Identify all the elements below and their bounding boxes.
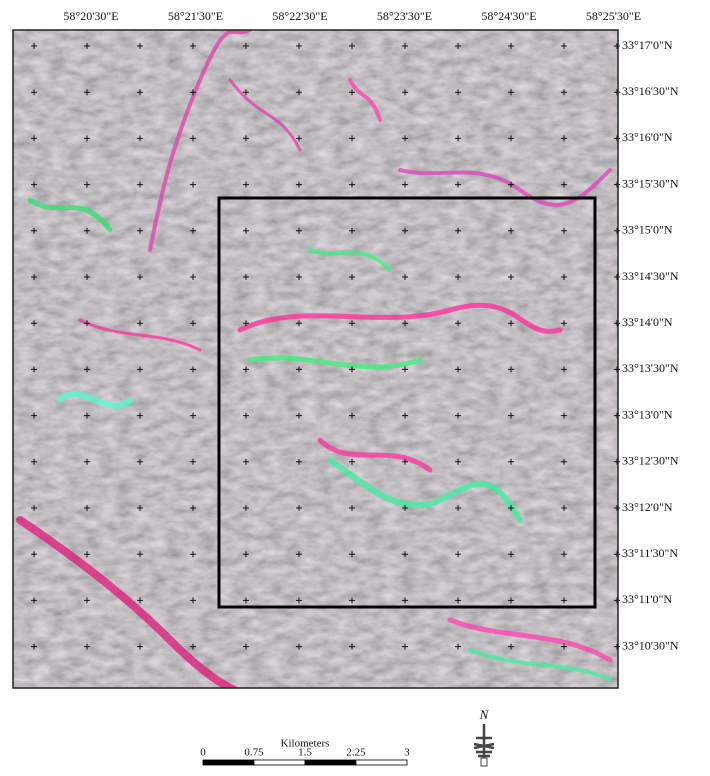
scale-segment (254, 760, 305, 765)
latitude-label: 33°16'30"N (622, 84, 679, 98)
scale-tick-label: 0 (200, 747, 206, 759)
latitude-label: 33°13'30"N (622, 361, 679, 375)
imagery (13, 30, 618, 700)
latitude-label: 33°16'0"N (622, 130, 673, 144)
longitude-label: 58°24'30"E (481, 9, 536, 23)
latitude-label: 33°10'30"N (622, 638, 679, 652)
longitude-label: 58°21'30"E (168, 9, 223, 23)
scale-segment (203, 760, 254, 765)
latitude-label: 33°15'30"N (622, 176, 679, 190)
scale-tick-label: 3 (404, 747, 410, 759)
north-label: N (479, 707, 490, 722)
longitude-label: 58°25'30"E (586, 9, 641, 23)
latitude-labels: 33°17'0"N 33°16'30"N 33°16'0"N 33°15'30"N 33… (622, 38, 679, 653)
longitude-label: 58°22'30"E (272, 9, 327, 23)
latitude-label: 33°17'0"N (622, 38, 673, 52)
latitude-label: 33°13'0"N (622, 407, 673, 421)
scale-segment (356, 760, 407, 765)
scale-segment (305, 760, 356, 765)
latitude-label: 33°12'0"N (622, 500, 673, 514)
latitude-label: 33°11'0"N (622, 592, 672, 606)
longitude-label: 58°20'30"E (63, 9, 118, 23)
longitude-labels: 58°20'30"E 58°21'30"E 58°22'30"E 58°23'30"E… (63, 9, 641, 23)
longitude-label: 58°23'30"E (377, 9, 432, 23)
latitude-label: 33°12'30"N (622, 454, 679, 468)
scale-tick-label: 1.5 (298, 747, 312, 759)
scale-tick-label: 0.75 (244, 747, 264, 759)
scale-tick-label: 2.25 (346, 747, 366, 759)
latitude-label: 33°15'0"N (622, 223, 673, 237)
latitude-label: 33°14'0"N (622, 315, 673, 329)
latitude-label: 33°11'30"N (622, 546, 678, 560)
north-arrow: N (474, 707, 494, 766)
map-page: 58°20'30"E 58°21'30"E 58°22'30"E 58°23'30"E… (0, 0, 710, 776)
latitude-label: 33°14'30"N (622, 269, 679, 283)
